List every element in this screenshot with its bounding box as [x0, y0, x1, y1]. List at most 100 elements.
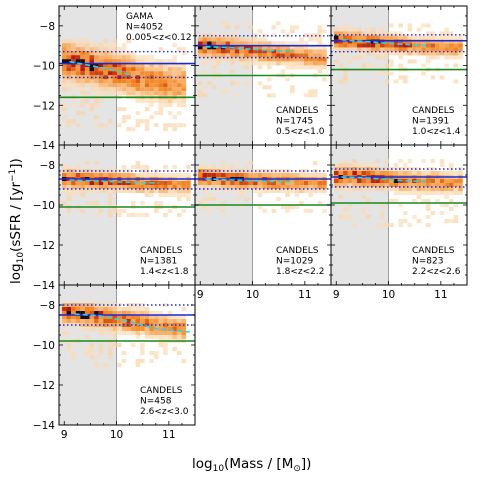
density-cell [280, 61, 286, 66]
density-cell [172, 123, 177, 128]
density-cell [112, 87, 118, 92]
density-cell [103, 43, 108, 48]
density-cell [393, 179, 399, 183]
density-cell [163, 335, 168, 339]
density-cell [343, 55, 348, 60]
density-cell [107, 43, 113, 48]
density-cell [163, 67, 168, 72]
density-cell [130, 165, 136, 169]
density-cell [366, 163, 371, 167]
density-cell [453, 215, 459, 219]
density-cell [66, 43, 72, 48]
redshift-label: 1.8<z<2.2 [276, 267, 324, 277]
density-cell [144, 59, 150, 64]
density-cell [366, 35, 371, 40]
density-cell [172, 173, 177, 177]
density-cell [398, 43, 403, 48]
density-cell [425, 191, 431, 195]
density-cell [80, 303, 85, 307]
density-cell [172, 115, 177, 120]
density-cell [421, 187, 426, 191]
density-cell [98, 209, 104, 213]
density-cell [453, 55, 459, 60]
density-cell [389, 43, 394, 48]
density-cell [312, 53, 318, 58]
density-cell [253, 45, 258, 50]
density-cell [230, 185, 235, 189]
density-cell [448, 183, 454, 187]
density-cell [384, 51, 390, 56]
density-cell [285, 65, 290, 70]
density-cell [103, 87, 108, 92]
density-cell [126, 189, 131, 193]
density-cell [94, 123, 99, 128]
density-cell [80, 327, 85, 331]
density-cell [80, 319, 85, 323]
density-cell [425, 183, 431, 187]
density-cell [94, 67, 99, 72]
density-cell [425, 207, 431, 211]
density-cell [421, 51, 426, 56]
density-cell [112, 47, 118, 52]
density-cell [153, 201, 159, 205]
density-cell [412, 215, 417, 219]
density-cell [398, 23, 403, 28]
density-cell [361, 187, 367, 191]
density-cell [197, 37, 203, 42]
density-cell [84, 189, 90, 193]
density-cell [276, 189, 281, 193]
density-cell [94, 87, 99, 92]
density-cell [343, 207, 348, 211]
density-cell [375, 171, 380, 175]
density-cell [234, 57, 240, 62]
density-cell [181, 91, 187, 96]
x-axis-label-sun: ⊙ [293, 464, 301, 474]
density-cell [430, 159, 436, 163]
density-cell [220, 181, 226, 185]
density-cell [140, 169, 145, 173]
density-cell [347, 215, 353, 219]
density-cell [135, 307, 141, 311]
density-cell [220, 57, 226, 62]
density-cell [280, 49, 286, 54]
density-cell [412, 199, 417, 203]
density-cell [439, 171, 445, 175]
density-cell [439, 47, 445, 52]
density-cell [163, 343, 168, 347]
density-cell [98, 331, 104, 335]
density-cell [322, 29, 327, 34]
density-cell [144, 311, 150, 315]
density-cell [416, 35, 422, 40]
density-cell [308, 65, 313, 70]
density-cell [257, 65, 263, 70]
density-cell [71, 67, 76, 72]
density-cell [89, 307, 95, 311]
density-cell [384, 35, 390, 40]
density-cell [398, 171, 403, 175]
density-cell [66, 343, 72, 347]
density-cell [253, 53, 258, 58]
density-cell [135, 319, 141, 323]
density-cell [140, 319, 145, 323]
density-cell [89, 103, 95, 108]
density-cell [75, 39, 81, 44]
density-cell [303, 53, 309, 58]
density-cell [352, 223, 357, 227]
density-cell [322, 181, 327, 185]
density-cell [271, 33, 277, 38]
density-cell [389, 23, 394, 28]
density-cell [234, 169, 240, 173]
density-cell [262, 189, 267, 193]
density-cell [366, 215, 371, 219]
density-cell [135, 189, 141, 193]
density-cell [402, 171, 408, 175]
density-cell [130, 87, 136, 92]
density-cell [202, 33, 208, 38]
density-cell [458, 35, 463, 40]
density-cell [107, 119, 113, 124]
y-axis-label-end: ]) [8, 158, 24, 169]
count-label: N=1745 [276, 117, 313, 127]
density-cell [66, 123, 72, 128]
density-cell [94, 59, 99, 64]
